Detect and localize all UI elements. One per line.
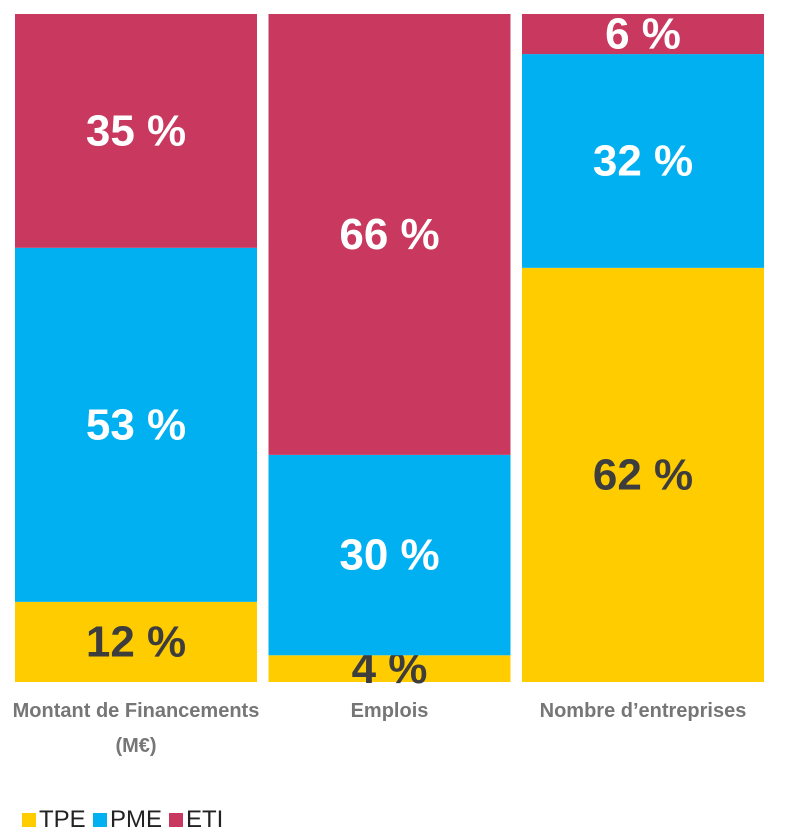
- data-label: 66 %: [339, 210, 439, 259]
- data-label: 6 %: [605, 10, 681, 59]
- data-label: 12 %: [86, 617, 186, 666]
- data-label: 62 %: [593, 450, 693, 499]
- x-tick-label: Montant de Financements (M€): [12, 700, 260, 757]
- legend-label: PME: [110, 806, 163, 832]
- bar-segment: [522, 54, 764, 268]
- legend-swatch: [22, 813, 36, 827]
- bar-segment: [15, 247, 257, 602]
- bar-segment: [268, 14, 511, 455]
- data-label: 35 %: [86, 106, 186, 155]
- data-label: 53 %: [86, 400, 186, 449]
- bar-segment: [522, 14, 764, 55]
- legend-swatch: [93, 813, 107, 827]
- data-label: 30 %: [339, 531, 439, 580]
- x-tick-label: Nombre d’entreprises: [539, 700, 747, 722]
- data-label: 32 %: [593, 136, 693, 185]
- x-tick-label: Emplois: [350, 700, 429, 722]
- bar-segment: [522, 267, 764, 682]
- bar-segment: [15, 14, 257, 248]
- bar-segment: [268, 454, 511, 656]
- legend-label: TPE: [39, 806, 86, 832]
- legend-label: ETI: [186, 806, 224, 832]
- legend-swatch: [169, 813, 183, 827]
- bar-segment: [268, 655, 511, 682]
- bar-segment: [15, 601, 257, 682]
